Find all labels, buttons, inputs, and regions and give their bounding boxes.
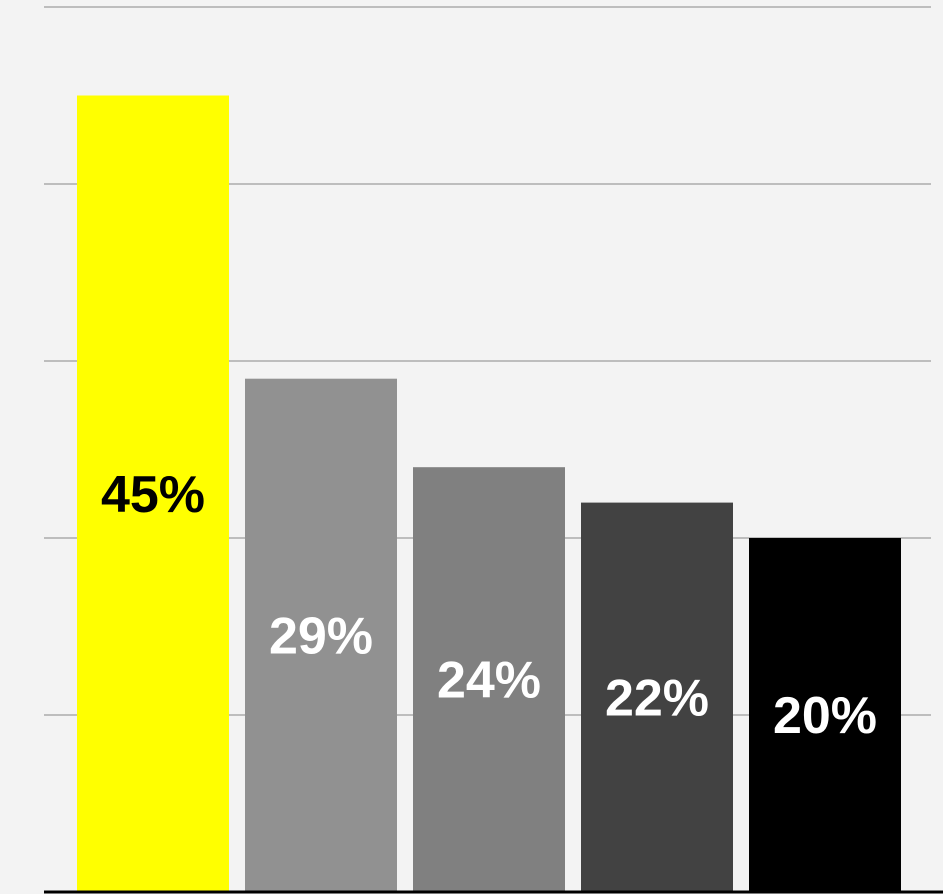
bar-value-label-4: 22% [605,669,709,727]
bar-1 [77,95,229,892]
bar-5 [749,538,901,892]
value-labels: 45% 29% 24% 22% 20% [101,466,877,745]
bar-4 [581,502,733,892]
bar-value-label-2: 29% [269,607,373,665]
bar-value-label-1: 45% [101,466,205,524]
bars [77,95,901,892]
bar-3 [413,467,565,892]
bar-value-label-5: 20% [773,687,877,745]
bar-value-label-3: 24% [437,652,541,710]
bar-2 [245,378,397,892]
